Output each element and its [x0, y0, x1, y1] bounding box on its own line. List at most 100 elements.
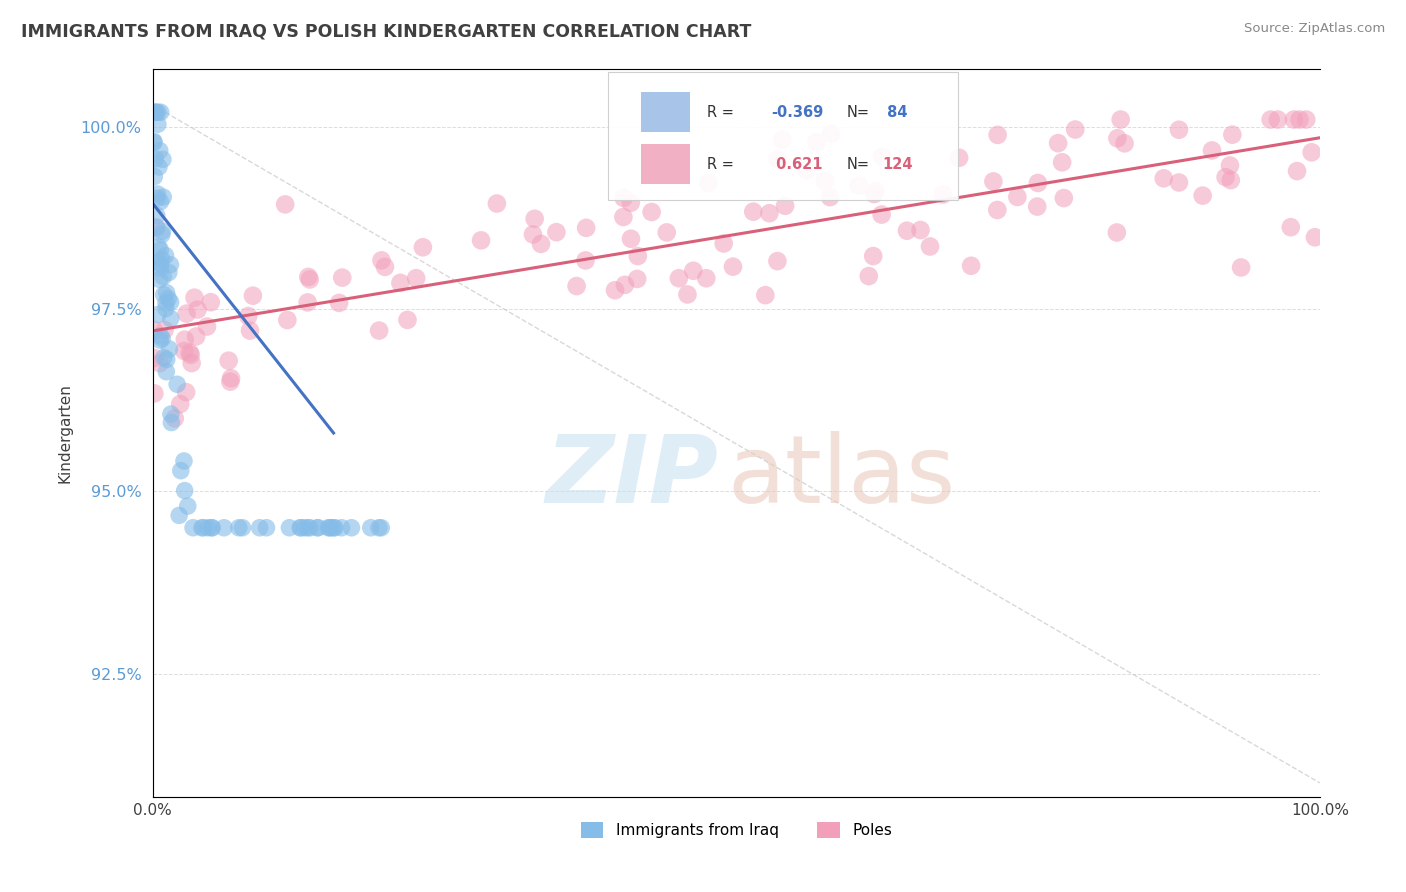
Point	[754, 288, 776, 302]
Point	[713, 236, 735, 251]
Point	[766, 153, 789, 167]
Point	[523, 211, 546, 226]
Point	[148, 255, 170, 269]
Point	[181, 521, 204, 535]
Point	[179, 345, 201, 359]
Point	[290, 521, 312, 535]
Point	[150, 332, 173, 346]
Point	[1222, 128, 1244, 142]
Point	[863, 187, 886, 202]
Point	[145, 208, 167, 222]
Point	[148, 240, 170, 254]
Point	[575, 220, 598, 235]
Point	[195, 319, 218, 334]
Point	[640, 205, 662, 219]
Point	[896, 224, 918, 238]
Point	[340, 521, 363, 535]
Point	[932, 187, 955, 202]
Point	[1288, 112, 1310, 127]
Point	[485, 196, 508, 211]
Point	[613, 277, 636, 292]
Point	[149, 261, 172, 276]
Point	[1201, 144, 1223, 158]
Point	[155, 365, 177, 379]
Point	[986, 202, 1008, 217]
Point	[530, 236, 553, 251]
Point	[143, 351, 166, 365]
Point	[231, 521, 253, 535]
Point	[918, 239, 941, 253]
Point	[297, 521, 319, 535]
Point	[157, 292, 180, 306]
Point	[948, 151, 970, 165]
Point	[865, 185, 887, 199]
Text: IMMIGRANTS FROM IRAQ VS POLISH KINDERGARTEN CORRELATION CHART: IMMIGRANTS FROM IRAQ VS POLISH KINDERGAR…	[21, 22, 751, 40]
Point	[1026, 200, 1049, 214]
Point	[697, 176, 720, 190]
Point	[166, 377, 188, 392]
Point	[142, 134, 165, 148]
Point	[820, 127, 842, 141]
Point	[157, 265, 180, 279]
Point	[603, 283, 626, 297]
Text: 0.621: 0.621	[772, 157, 823, 172]
Point	[142, 323, 165, 337]
Point	[983, 174, 1005, 188]
Point	[153, 323, 176, 337]
FancyBboxPatch shape	[641, 144, 689, 184]
Y-axis label: Kindergarten: Kindergarten	[58, 383, 72, 483]
Point	[323, 521, 346, 535]
Point	[149, 258, 172, 272]
Point	[249, 521, 271, 535]
Point	[1168, 122, 1191, 136]
Point	[200, 295, 222, 310]
Point	[318, 521, 340, 535]
Point	[1219, 173, 1241, 187]
Point	[858, 269, 880, 284]
Point	[818, 190, 841, 204]
Point	[146, 105, 169, 120]
Legend: Immigrants from Iraq, Poles: Immigrants from Iraq, Poles	[575, 816, 898, 845]
Point	[143, 105, 166, 120]
FancyBboxPatch shape	[641, 92, 689, 132]
Point	[1282, 112, 1305, 127]
Text: 84: 84	[882, 104, 908, 120]
Point	[1047, 136, 1070, 150]
Point	[193, 521, 215, 535]
Point	[159, 295, 181, 310]
Point	[307, 521, 329, 535]
Point	[1303, 230, 1326, 244]
Point	[1230, 260, 1253, 275]
Point	[330, 270, 353, 285]
Point	[766, 254, 789, 268]
Point	[169, 397, 191, 411]
Point	[143, 386, 166, 401]
Point	[242, 288, 264, 302]
Point	[721, 260, 744, 274]
Point	[145, 220, 167, 235]
Text: N=: N=	[846, 157, 870, 172]
Point	[960, 259, 983, 273]
Point	[274, 197, 297, 211]
Point	[219, 375, 242, 389]
Point	[177, 499, 200, 513]
Point	[1026, 176, 1049, 190]
Point	[149, 329, 172, 343]
Point	[218, 353, 240, 368]
Point	[173, 344, 195, 359]
Point	[396, 313, 419, 327]
Point	[613, 191, 636, 205]
Point	[153, 351, 176, 365]
Point	[149, 243, 172, 257]
Point	[470, 233, 492, 247]
Point	[522, 227, 544, 242]
Point	[297, 269, 319, 284]
Point	[146, 186, 169, 201]
Point	[155, 285, 177, 300]
Point	[1107, 131, 1129, 145]
Point	[318, 521, 340, 535]
Text: R =: R =	[707, 104, 734, 120]
Text: 124: 124	[882, 157, 912, 172]
Point	[1064, 122, 1087, 136]
Point	[668, 271, 690, 285]
